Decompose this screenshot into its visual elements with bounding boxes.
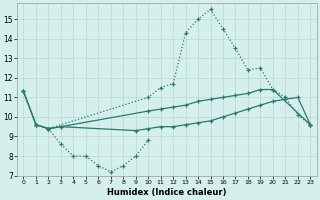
X-axis label: Humidex (Indice chaleur): Humidex (Indice chaleur)	[107, 188, 227, 197]
